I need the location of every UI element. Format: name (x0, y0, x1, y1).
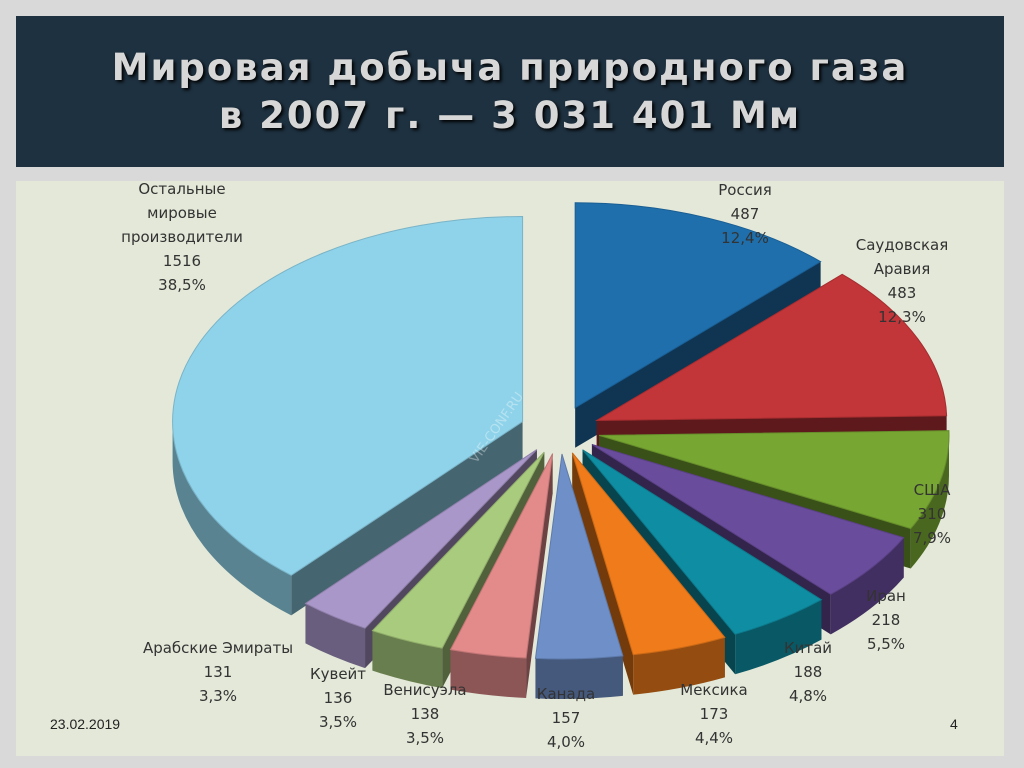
label-name-8: Кувейт (310, 665, 366, 683)
data-label-5: Мексика 173 4,4% (680, 681, 747, 747)
slide-date: 23.02.2019 (50, 716, 121, 732)
pie-slice-8 (371, 451, 545, 649)
label-value-6: 157 (552, 709, 581, 727)
label-value-4: 188 (794, 663, 823, 681)
label-name-10: мировые (147, 204, 217, 222)
slice-tops (172, 202, 950, 660)
label-value-9: 131 (204, 663, 233, 681)
pie-slice-6 (534, 453, 624, 660)
slice-side-10-0 (172, 421, 292, 616)
data-label-3: Иран 218 5,5% (866, 587, 906, 653)
label-value-0: 487 (731, 205, 760, 223)
pie-slice-4 (582, 449, 823, 635)
label-percent-3: 5,5% (867, 635, 905, 653)
label-name-2: США (914, 481, 952, 499)
slice-wall-5-1 (572, 452, 634, 695)
pie-slice-7 (449, 453, 554, 659)
data-label-6: Канада 157 4,0% (537, 685, 595, 751)
data-label-2: США 310 7,9% (913, 481, 951, 547)
slice-side-2-0 (910, 435, 949, 569)
slice-side-9-0 (305, 603, 366, 669)
title-line-2: в 2007 г. — 3 031 401 Мм (218, 93, 802, 137)
label-value-7: 138 (411, 705, 440, 723)
label-percent-4: 4,8% (789, 687, 827, 705)
label-percent-7: 3,5% (406, 729, 444, 747)
title-line-1: Мировая добыча природного газа (111, 45, 909, 89)
label-name-5: Мексика (680, 681, 747, 699)
label-percent-1: 12,3% (878, 308, 926, 326)
label-percent-9: 3,3% (199, 687, 237, 705)
label-percent-5: 4,4% (695, 729, 733, 747)
label-percent-8: 3,5% (319, 713, 357, 731)
label-name-1: Аравия (874, 260, 931, 278)
label-value-5: 173 (700, 705, 729, 723)
data-label-0: Россия 487 12,4% (718, 181, 772, 247)
label-name-1: Саудовская (856, 236, 948, 254)
slice-side-4-0 (735, 599, 822, 675)
label-percent-6: 4,0% (547, 733, 585, 751)
label-name-10: Остальные (138, 180, 225, 198)
label-percent-2: 7,9% (913, 529, 951, 547)
label-name-9: Арабские Эмираты (143, 639, 293, 657)
data-label-8: Кувейт 136 3,5% (310, 665, 366, 731)
pie-slice-2 (598, 430, 950, 530)
data-label-7: Венисуэла 138 3,5% (383, 681, 466, 747)
slice-side-3-0 (830, 537, 904, 635)
label-percent-0: 12,4% (721, 229, 769, 247)
label-value-3: 218 (872, 611, 901, 629)
label-name-0: Россия (718, 181, 772, 199)
slide-number: 4 (950, 716, 958, 732)
slice-side-5-0 (633, 637, 725, 695)
data-label-4: Китай 188 4,8% (784, 639, 832, 705)
label-name-3: Иран (866, 587, 906, 605)
label-value-8: 136 (324, 689, 353, 707)
divider-band (16, 167, 1004, 181)
data-label-9: Арабские Эмираты 131 3,3% (143, 639, 293, 705)
label-value-2: 310 (918, 505, 947, 523)
pie-slice-3 (591, 443, 905, 595)
data-label-10: Остальные мировые производители 1516 38,5% (121, 180, 243, 294)
label-name-10: производители (121, 228, 243, 246)
pie-slice-0 (574, 202, 822, 409)
slice-wall-7-0 (526, 453, 553, 698)
slice-wall-10-0 (291, 421, 523, 616)
pie-slice-10 (172, 216, 524, 576)
slice-side-7-0 (450, 649, 527, 698)
data-labels: Россия 487 12,4% Саудовская Аравия 483 12,3% СШ… (121, 180, 951, 751)
data-label-1: Саудовская Аравия 483 12,3% (856, 236, 948, 326)
pie-slice-5 (571, 452, 726, 656)
label-value-1: 483 (888, 284, 917, 302)
pie-slice-9 (304, 449, 538, 629)
label-name-4: Китай (784, 639, 832, 657)
pie-slice-1 (594, 273, 948, 421)
slice-3d-10 (172, 421, 523, 616)
slice-side-6-0 (535, 655, 623, 699)
label-name-6: Канада (537, 685, 595, 703)
label-name-7: Венисуэла (383, 681, 466, 699)
label-value-10: 1516 (163, 252, 201, 270)
title-bar: Мировая добыча природного газа в 2007 г.… (16, 16, 1004, 167)
label-percent-10: 38,5% (158, 276, 206, 294)
